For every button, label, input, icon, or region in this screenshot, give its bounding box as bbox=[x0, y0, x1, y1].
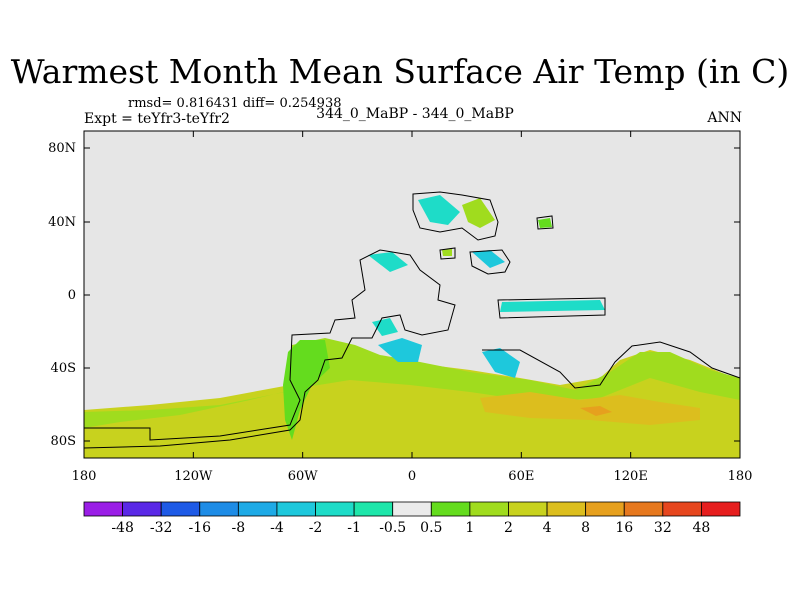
cool-patch-africa bbox=[372, 318, 398, 336]
colorbar-label: -8 bbox=[232, 520, 246, 536]
season-label: ANN bbox=[707, 110, 742, 126]
plot-title: Warmest Month Mean Surface Air Temp (in … bbox=[10, 52, 790, 91]
small-yellow-spot bbox=[442, 249, 452, 256]
colorbar-label: -48 bbox=[111, 520, 134, 536]
colorbar-swatch bbox=[392, 501, 432, 517]
colorbar-swatch bbox=[315, 501, 355, 517]
colorbar-swatch bbox=[276, 501, 316, 517]
lat-tick-label: 0 bbox=[68, 288, 76, 303]
colorbar-label: 32 bbox=[654, 520, 672, 536]
lon-tick-label: 180 bbox=[72, 469, 97, 484]
longitude-axis: 180 120W 60W 0 60E 120E 180 bbox=[72, 131, 753, 484]
lon-tick-label: 60E bbox=[508, 469, 534, 484]
colorbar-swatch bbox=[662, 501, 702, 517]
colorbar-label: 1 bbox=[465, 520, 474, 536]
colorbar-swatch bbox=[237, 501, 278, 517]
colorbar-swatch bbox=[199, 501, 239, 517]
colorbar-swatch bbox=[83, 501, 123, 517]
colorbar-swatch bbox=[122, 501, 162, 517]
colorbar-label: 2 bbox=[504, 520, 513, 536]
stats-label: rmsd= 0.816431 diff= 0.254938 bbox=[128, 96, 342, 111]
lon-tick-label: 0 bbox=[408, 469, 416, 484]
colorbar-swatch bbox=[353, 501, 394, 517]
lon-tick-label: 120W bbox=[174, 469, 213, 484]
north-europe-patch bbox=[418, 195, 460, 225]
warm-patch-2 bbox=[580, 406, 612, 416]
lat-tick-label: 80N bbox=[48, 141, 76, 156]
colorbar-label: 16 bbox=[615, 520, 633, 536]
colorbar-label: -16 bbox=[188, 520, 211, 536]
colorbar-swatch bbox=[546, 501, 587, 517]
equator-strip bbox=[500, 300, 605, 312]
continent-outlines bbox=[83, 191, 741, 449]
lat-tick-label: 80S bbox=[51, 434, 76, 449]
period-label: 344_0_MaBP - 344_0_MaBP bbox=[316, 106, 514, 122]
colorbar-swatch bbox=[160, 501, 201, 517]
colorbar-label: -4 bbox=[270, 520, 284, 536]
cool-patch-south-atlantic bbox=[378, 338, 422, 362]
lat-tick-label: 40N bbox=[48, 215, 76, 230]
colorbar-swatch bbox=[623, 501, 664, 517]
colorbar-swatch bbox=[508, 501, 548, 517]
colorbar-swatch bbox=[430, 501, 471, 517]
colorbar-label: 48 bbox=[692, 520, 710, 536]
colorbar-label: -32 bbox=[150, 520, 173, 536]
colorbar-label: -0.5 bbox=[379, 520, 406, 536]
north-asia-patch bbox=[472, 250, 505, 268]
colorbar-label: -2 bbox=[309, 520, 323, 536]
north-europe-green bbox=[462, 198, 495, 228]
latitude-axis: 80N 40N 0 40S 80S bbox=[48, 141, 740, 449]
colorbar-label: 8 bbox=[581, 520, 590, 536]
colorbar-label: -1 bbox=[347, 520, 361, 536]
colorbar-swatch bbox=[585, 501, 625, 517]
lon-tick-label: 180 bbox=[728, 469, 753, 484]
colorbar-swatch bbox=[701, 501, 741, 517]
colorbar-label: 0.5 bbox=[420, 520, 442, 536]
lat-tick-label: 40S bbox=[51, 361, 76, 376]
colorbar-label: 4 bbox=[543, 520, 552, 536]
north-america-patch bbox=[368, 252, 408, 272]
southern-green-band bbox=[84, 338, 740, 428]
experiment-label: Expt = teYfr3-teYfr2 bbox=[84, 111, 230, 127]
southern-warm-band bbox=[84, 345, 740, 458]
lon-tick-label: 60W bbox=[288, 469, 319, 484]
small-green-spot bbox=[538, 218, 552, 228]
cool-patch-indian bbox=[482, 348, 520, 378]
colorbar: -48 -32 -16 -8 -4 -2 -1 -0.5 0.5 1 2 4 8 16 32 48 bbox=[83, 501, 741, 536]
lon-tick-label: 120E bbox=[614, 469, 648, 484]
colorbar-swatch bbox=[469, 501, 509, 517]
